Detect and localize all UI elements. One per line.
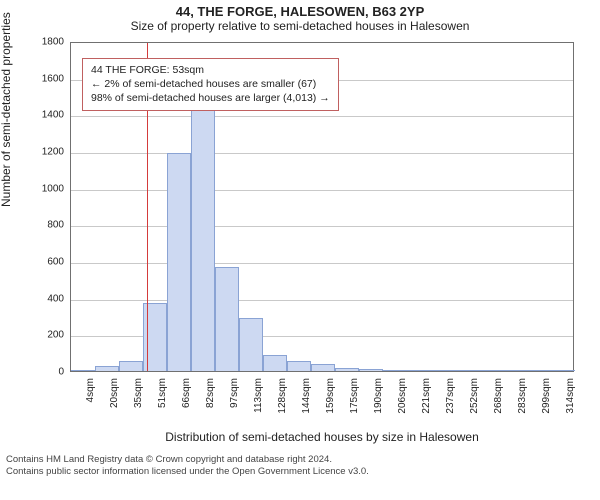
xtick-label: 97sqm <box>229 378 240 408</box>
histogram-bar <box>167 153 191 371</box>
xtick-label: 221sqm <box>421 378 432 414</box>
xtick-label: 144sqm <box>301 378 312 414</box>
ytick-label: 0 <box>32 367 64 378</box>
chart-container: 44, THE FORGE, HALESOWEN, B63 2YP Size o… <box>0 0 600 500</box>
ytick-label: 1000 <box>32 183 64 194</box>
xtick-label: 190sqm <box>373 378 384 414</box>
histogram-bar <box>431 370 455 371</box>
xtick-label: 175sqm <box>349 378 360 414</box>
histogram-bar <box>215 267 239 372</box>
caption-box: 44 THE FORGE: 53sqm ← 2% of semi-detache… <box>82 58 339 111</box>
ytick-label: 600 <box>32 257 64 268</box>
footer: Contains HM Land Registry data © Crown c… <box>6 454 369 478</box>
xtick-label: 206sqm <box>397 378 408 414</box>
caption-line-3: 98% of semi-detached houses are larger (… <box>91 91 330 105</box>
xtick-label: 268sqm <box>493 378 504 414</box>
xtick-label: 82sqm <box>205 378 216 408</box>
ytick-label: 1400 <box>32 110 64 121</box>
x-axis-label: Distribution of semi-detached houses by … <box>165 430 479 444</box>
chart-title: 44, THE FORGE, HALESOWEN, B63 2YP <box>0 0 600 19</box>
chart-subtitle: Size of property relative to semi-detach… <box>0 19 600 33</box>
ytick-label: 1600 <box>32 73 64 84</box>
xtick-label: 128sqm <box>277 378 288 414</box>
histogram-bar <box>551 370 575 371</box>
xtick-label: 4sqm <box>85 378 96 402</box>
ytick-label: 1200 <box>32 147 64 158</box>
histogram-bar <box>287 361 311 371</box>
histogram-bar <box>455 370 479 371</box>
ytick-label: 400 <box>32 293 64 304</box>
histogram-bar <box>527 370 551 371</box>
xtick-label: 35sqm <box>133 378 144 408</box>
xtick-label: 51sqm <box>157 378 168 408</box>
histogram-bar <box>119 361 143 371</box>
ytick-label: 200 <box>32 330 64 341</box>
histogram-bar <box>359 369 383 371</box>
histogram-bar <box>335 368 359 371</box>
xtick-label: 299sqm <box>541 378 552 414</box>
ytick-label: 1800 <box>32 37 64 48</box>
ytick-label: 800 <box>32 220 64 231</box>
xtick-label: 252sqm <box>469 378 480 414</box>
histogram-bar <box>95 366 119 371</box>
histogram-bar <box>407 370 431 371</box>
histogram-bar <box>191 105 215 371</box>
histogram-bar <box>479 370 503 371</box>
histogram-bar <box>239 318 263 371</box>
histogram-bar <box>503 370 527 371</box>
footer-line-2: Contains public sector information licen… <box>6 466 369 478</box>
histogram-bar <box>383 370 407 371</box>
xtick-label: 283sqm <box>517 378 528 414</box>
xtick-label: 113sqm <box>253 378 264 413</box>
xtick-label: 159sqm <box>325 378 336 414</box>
xtick-label: 66sqm <box>181 378 192 408</box>
xtick-label: 314sqm <box>565 378 576 414</box>
histogram-bar <box>263 355 287 372</box>
caption-line-1: 44 THE FORGE: 53sqm <box>91 63 330 77</box>
xtick-label: 20sqm <box>109 378 120 408</box>
caption-line-2: ← 2% of semi-detached houses are smaller… <box>91 77 330 91</box>
footer-line-1: Contains HM Land Registry data © Crown c… <box>6 454 369 466</box>
histogram-bar <box>71 370 95 371</box>
histogram-bar <box>311 364 335 371</box>
xtick-label: 237sqm <box>445 378 456 414</box>
